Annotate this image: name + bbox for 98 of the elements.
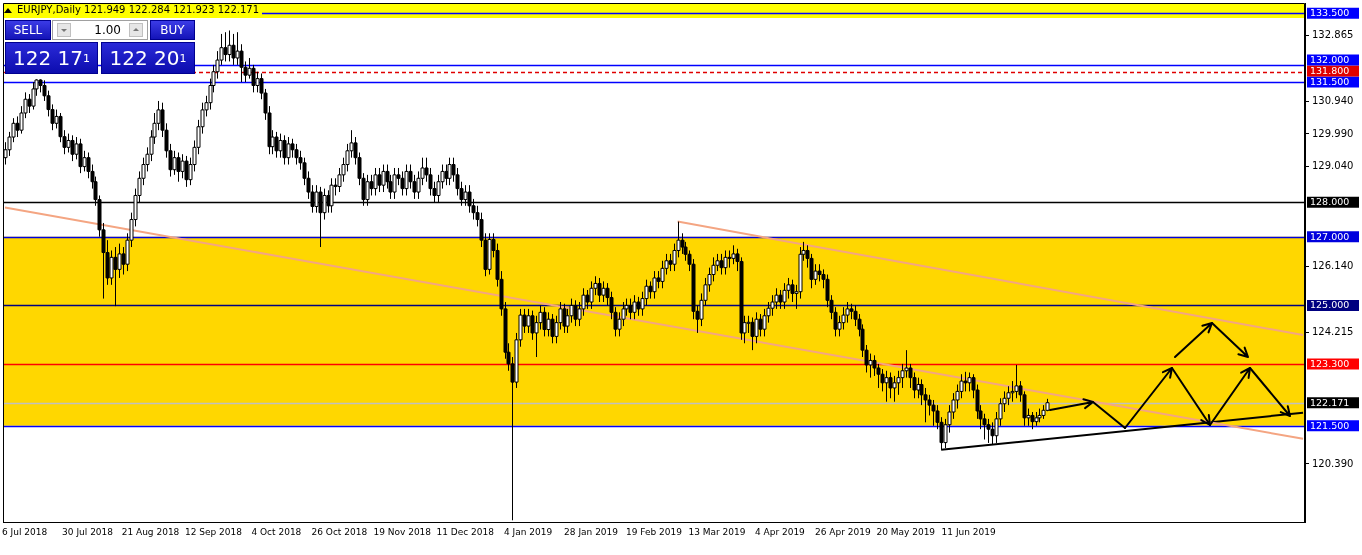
ref-line-label: 122.171 xyxy=(1310,396,1350,408)
x-tick-label: 6 Jul 2018 xyxy=(2,526,48,537)
x-tick-label: 30 Jul 2018 xyxy=(62,526,114,537)
candlestick xyxy=(286,136,291,166)
y-tick-label: 120.390 xyxy=(1312,457,1354,469)
y-tick-label: 124.215 xyxy=(1312,326,1354,338)
candlestick xyxy=(15,115,20,138)
candlestick xyxy=(597,277,602,303)
candlestick xyxy=(632,294,637,320)
ref-line-label: 128.000 xyxy=(1310,196,1350,208)
x-tick-label: 20 May 2019 xyxy=(876,526,936,537)
ref-line-label: 132.000 xyxy=(1310,54,1350,66)
candlestick xyxy=(447,157,452,186)
candlestick xyxy=(1014,364,1019,399)
candlestick xyxy=(542,306,547,337)
ref-line-label: 125.000 xyxy=(1310,299,1350,311)
y-tick-label: 132.865 xyxy=(1312,28,1354,40)
candlestick xyxy=(322,188,327,221)
candlestick xyxy=(231,33,236,66)
candlestick xyxy=(550,313,555,344)
y-tick-label: 126.140 xyxy=(1312,259,1354,271)
chart-title: EURJPY,Daily 121.949 122.284 121.923 122.171 xyxy=(17,4,260,16)
candlestick xyxy=(66,133,71,154)
x-tick-label: 4 Jan 2019 xyxy=(504,526,553,537)
candlestick xyxy=(31,81,36,111)
x-tick-label: 13 Mar 2019 xyxy=(688,526,746,537)
candlestick xyxy=(601,280,606,303)
x-tick-label: 21 Aug 2018 xyxy=(121,526,180,537)
candlestick xyxy=(278,133,283,159)
candlestick xyxy=(70,134,75,162)
candlestick xyxy=(931,399,936,427)
y-tick-label: 129.040 xyxy=(1312,160,1354,172)
candlestick xyxy=(180,153,185,179)
annotation: BUY xyxy=(150,20,195,40)
candlestick xyxy=(990,421,995,446)
candlestick xyxy=(546,311,551,337)
candlestick xyxy=(573,299,578,327)
candlestick xyxy=(888,371,893,399)
x-tick-label: 28 Jan 2019 xyxy=(564,526,619,537)
candlestick xyxy=(176,152,181,183)
candlestick xyxy=(562,303,567,334)
candlestick xyxy=(868,353,873,379)
y-tick-label: 130.940 xyxy=(1312,94,1354,106)
x-tick-label: 11 Jun 2019 xyxy=(941,526,997,537)
candlestick xyxy=(223,31,228,62)
candlestick xyxy=(892,375,897,403)
ref-line-label: 127.000 xyxy=(1310,230,1350,242)
candlestick xyxy=(884,370,889,403)
annotation: 1.00 xyxy=(94,23,121,37)
candlestick xyxy=(731,244,736,265)
candlestick xyxy=(255,71,260,93)
candlestick xyxy=(113,246,118,307)
number-field: 1.00 xyxy=(52,20,148,40)
ref-line-label: 131.800 xyxy=(1310,65,1350,77)
candlestick xyxy=(318,186,323,248)
candlestick xyxy=(184,155,189,188)
candlestick xyxy=(274,131,279,159)
ref-line-label: 131.500 xyxy=(1310,76,1350,88)
candlestick xyxy=(967,371,972,392)
x-tick-label: 19 Feb 2019 xyxy=(625,526,683,537)
candlestick xyxy=(314,184,319,214)
candlestick xyxy=(369,174,374,196)
candlestick xyxy=(758,313,763,337)
candlestick xyxy=(778,289,783,310)
x-tick-label: 4 Apr 2019 xyxy=(754,526,806,537)
candlestick xyxy=(589,280,594,310)
candlestick xyxy=(78,138,83,174)
candlestick xyxy=(235,31,240,66)
candlestick xyxy=(963,371,968,392)
y-tick-label: 129.990 xyxy=(1312,127,1354,139)
candlestick xyxy=(227,30,232,62)
candlestick xyxy=(585,289,590,310)
annotation: 122 17$^{1}$ xyxy=(5,42,98,74)
candlestick xyxy=(294,143,299,166)
x-tick-label: 12 Sep 2018 xyxy=(184,526,243,537)
candlestick xyxy=(172,150,177,176)
candlestick xyxy=(782,282,787,310)
x-tick-label: 26 Oct 2018 xyxy=(311,526,368,537)
x-tick-label: 11 Dec 2018 xyxy=(436,526,495,537)
candlestick xyxy=(986,418,991,444)
x-tick-label: 4 Oct 2018 xyxy=(251,526,302,537)
candlestick xyxy=(636,296,641,317)
ref-line-label: 123.300 xyxy=(1310,357,1350,369)
candlestick xyxy=(723,249,728,276)
candlestick xyxy=(377,167,382,193)
candlestick xyxy=(526,308,531,334)
candlestick xyxy=(282,134,287,166)
ref-line-label: 121.500 xyxy=(1310,419,1350,431)
candlestick xyxy=(727,249,732,269)
ref-line-label: 133.500 xyxy=(1310,7,1350,19)
x-tick-label: 26 Apr 2019 xyxy=(814,526,871,537)
x-tick-label: 19 Nov 2018 xyxy=(373,526,432,537)
candlestick xyxy=(381,164,386,193)
candlestick xyxy=(373,167,378,196)
candlestick xyxy=(400,170,405,196)
candlestick xyxy=(404,164,409,196)
annotation: 122 20$^{1}$ xyxy=(101,42,195,74)
annotation: SELL xyxy=(5,20,51,40)
